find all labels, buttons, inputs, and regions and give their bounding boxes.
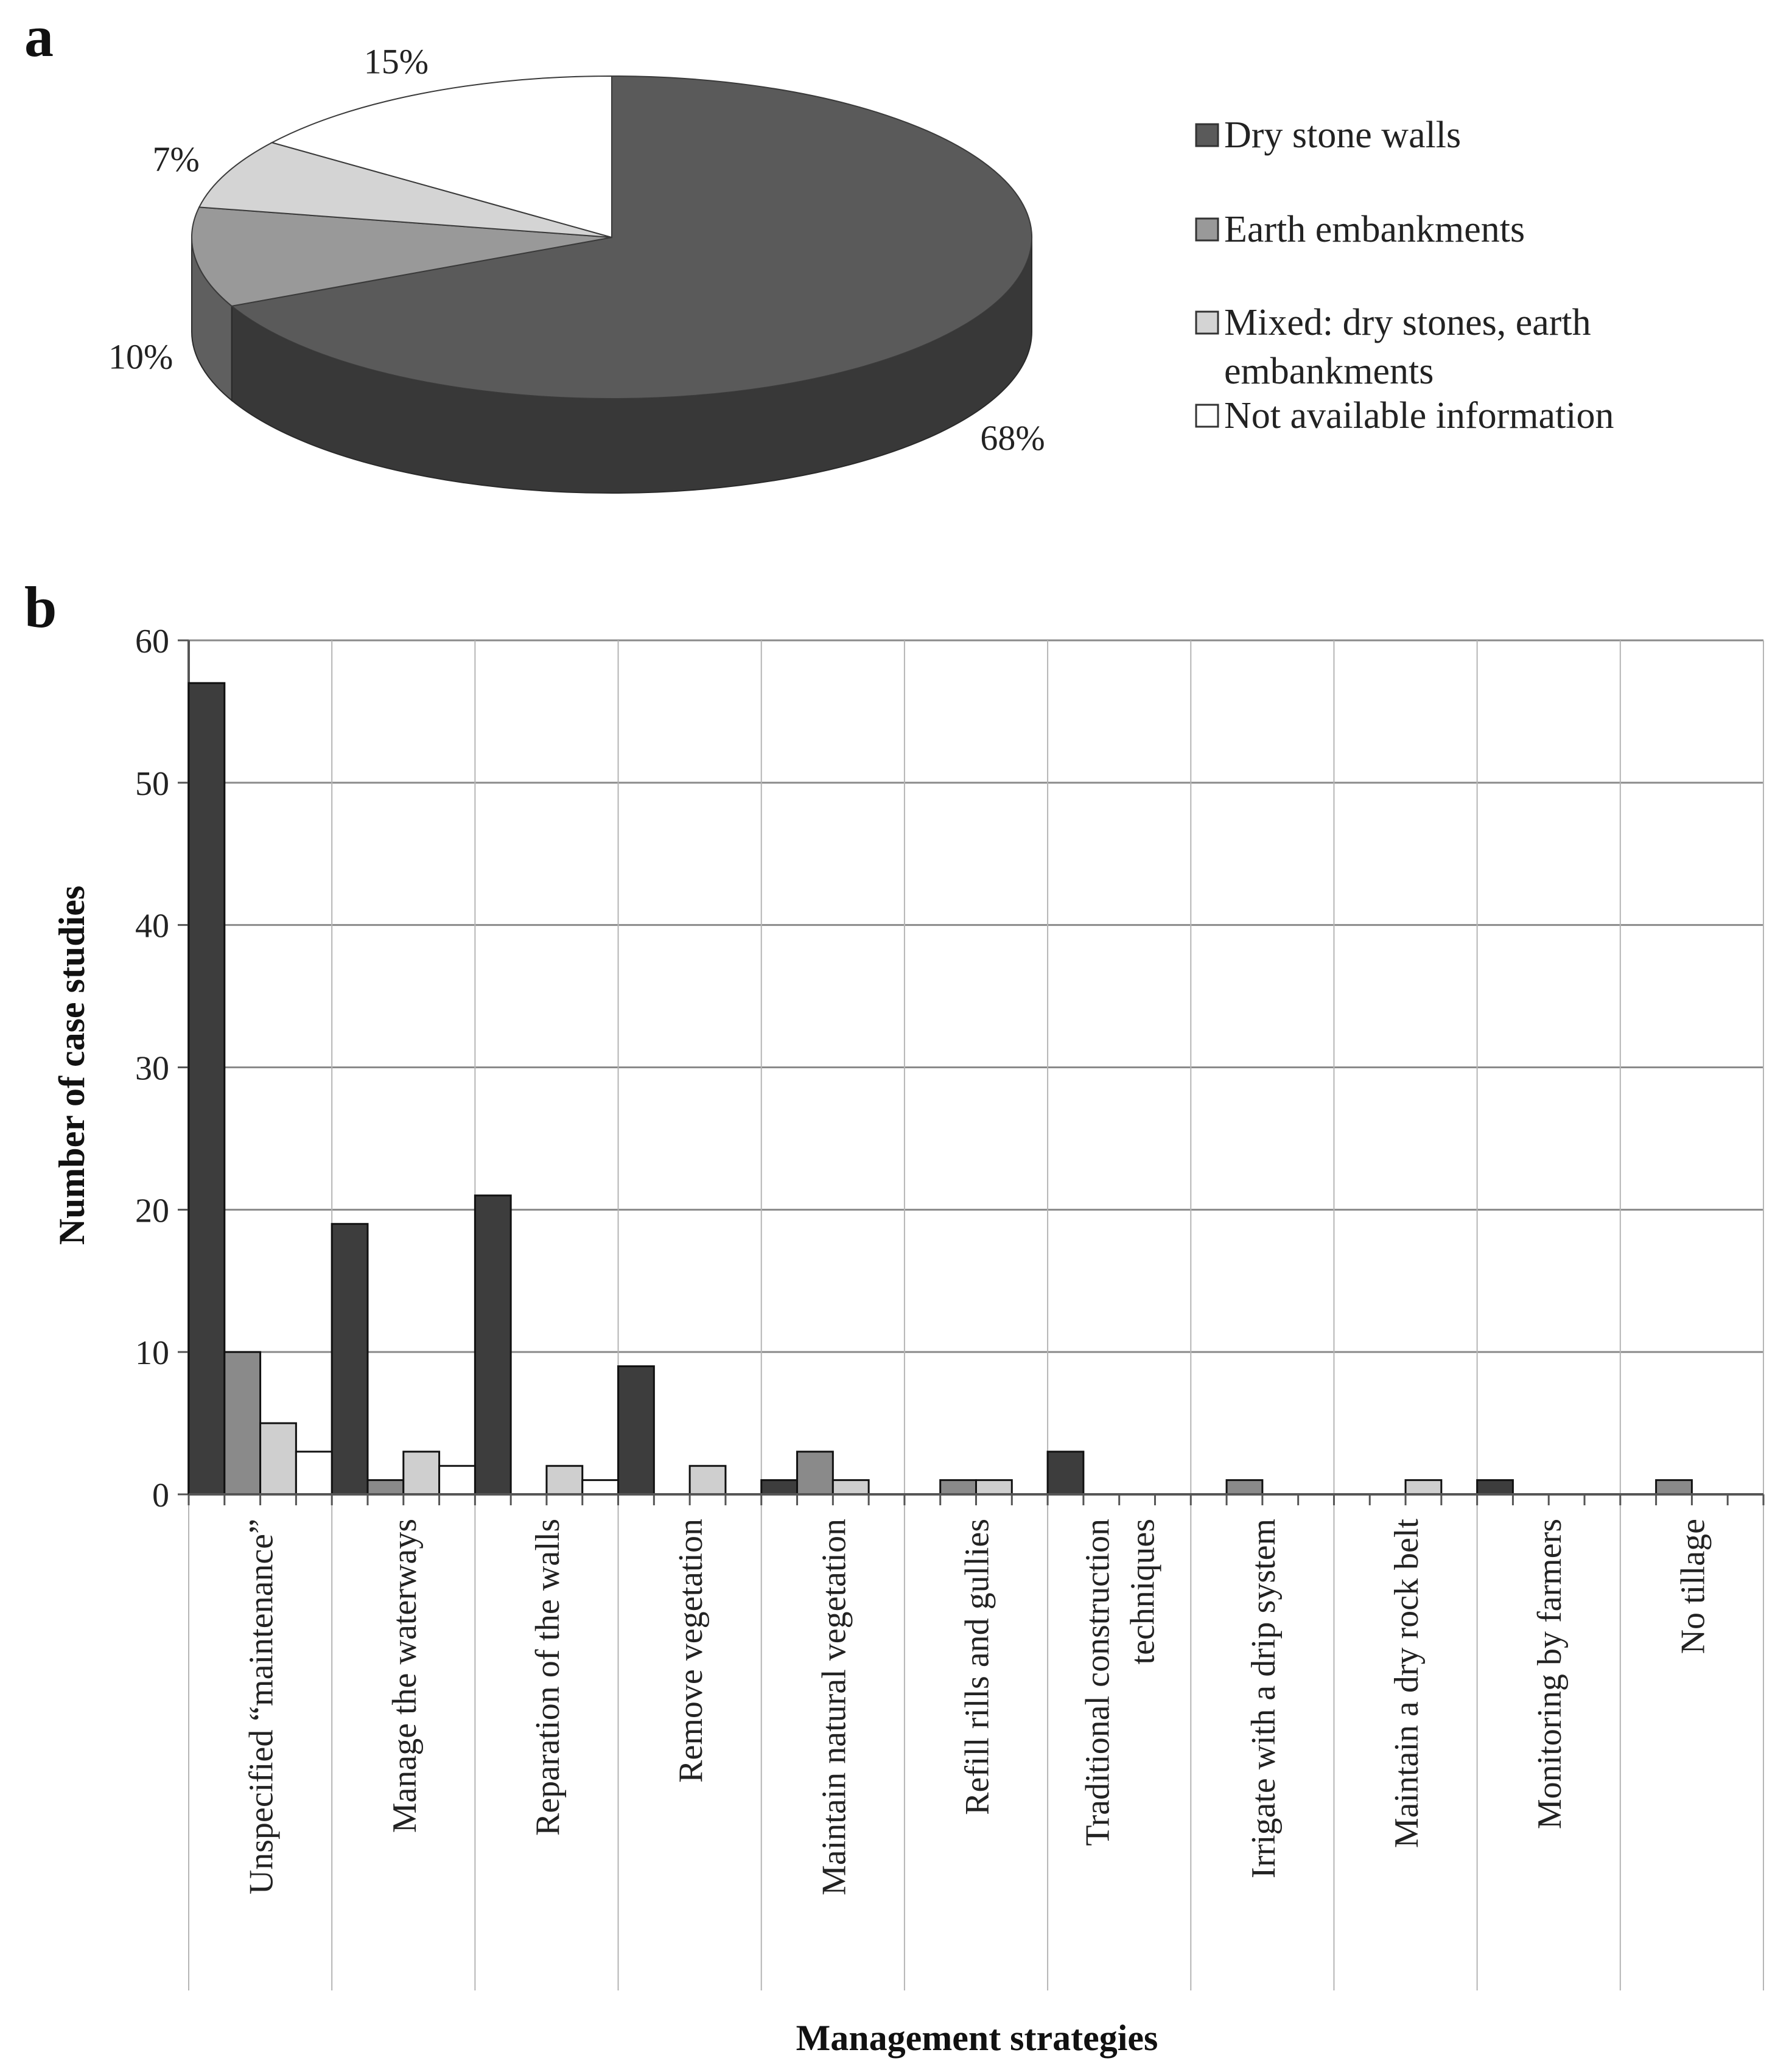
panel-label-a: a (24, 4, 54, 69)
pie-slice-1 (191, 206, 612, 307)
category-label-4: Maintain natural vegetation (815, 1519, 853, 1895)
ytick-label-50: 50 (135, 765, 169, 803)
x-axis-title: Management strategies (796, 2018, 1158, 2058)
ytick-label-40: 40 (135, 908, 169, 945)
category-label-6: techniques (1124, 1519, 1162, 1664)
category-label-1: Manage the waterways (386, 1519, 424, 1833)
legend-label-0: Dry stone walls (1224, 114, 1461, 156)
pie-value-label-2: 7% (152, 139, 199, 179)
bar-series-3-cat-0 (295, 1451, 333, 1496)
legend-swatch-2 (1195, 310, 1219, 335)
bar-series-1-cat-1 (366, 1479, 405, 1496)
pie-value-label-3: 15% (364, 41, 429, 81)
ytick-label-10: 10 (135, 1334, 169, 1372)
panel-label-b: b (24, 575, 57, 640)
bar-series-2-cat-3 (688, 1465, 727, 1496)
legend-label-3: Not available information (1224, 395, 1614, 436)
category-label-9: Monitoring by farmers (1531, 1519, 1569, 1829)
bar-series-1-cat-5 (939, 1479, 978, 1496)
legend-swatch-3 (1195, 404, 1219, 428)
pie-slice-0 (230, 75, 1032, 399)
legend-label-2: Mixed: dry stones, earth (1224, 302, 1591, 343)
pie-value-label-1: 10% (108, 337, 173, 377)
pie-slice-2 (198, 142, 612, 238)
legend-swatch-1 (1195, 217, 1219, 242)
bar-series-0-cat-0 (187, 682, 226, 1496)
bar-series-2-cat-4 (831, 1479, 870, 1496)
pie-value-label-0: 68% (980, 418, 1045, 458)
category-label-7: Irrigate with a drip system (1245, 1519, 1283, 1878)
bar-series-2-cat-2 (545, 1465, 584, 1496)
legend-swatch-0 (1195, 123, 1219, 147)
bar-series-2-cat-0 (259, 1422, 297, 1496)
legend-label-2: embankments (1224, 351, 1434, 392)
ytick-label-60: 60 (135, 623, 169, 660)
ytick-label-30: 30 (135, 1050, 169, 1088)
bar-series-2-cat-8 (1404, 1479, 1443, 1496)
bar-series-0-cat-1 (331, 1223, 369, 1496)
bar-chart: 0 10 20 30 40 50 60 Unspecified “maintenance” Ma… (52, 623, 1765, 2058)
legend-label-1: Earth embankments (1224, 209, 1525, 250)
category-label-8: Maintain a dry rock belt (1388, 1519, 1426, 1849)
category-label-5: Refill rills and gullies (959, 1519, 996, 1815)
category-label-10: No tillage (1674, 1519, 1712, 1654)
bar-series-1-cat-0 (223, 1351, 262, 1496)
bar-series-0-cat-9 (1476, 1479, 1514, 1496)
bar-series-2-cat-1 (402, 1451, 441, 1496)
bar-series-0-cat-2 (474, 1194, 512, 1496)
category-label-2: Reparation of the walls (529, 1519, 567, 1836)
pie-legend: Dry stone walls Earth embankments Mixed: d… (1195, 114, 1614, 436)
bar-series-1-cat-4 (796, 1451, 834, 1496)
category-label-3: Remove vegetation (672, 1519, 710, 1783)
bar-series-2-cat-5 (975, 1479, 1013, 1496)
category-label-6: Traditional construction (1079, 1519, 1117, 1846)
ytick-label-20: 20 (135, 1192, 169, 1230)
bar-series-0-cat-4 (760, 1479, 799, 1496)
bar-series-0-cat-6 (1046, 1451, 1085, 1496)
y-axis-title: Number of case studies (52, 886, 92, 1245)
pie-chart: 68% 10% 7% 15% (108, 41, 1045, 494)
bar-series-1-cat-10 (1655, 1479, 1693, 1496)
bar-series-3-cat-2 (581, 1479, 620, 1496)
category-label-0: Unspecified “maintenance” (243, 1519, 281, 1894)
bar-series-1-cat-7 (1225, 1479, 1264, 1496)
bar-series-0-cat-3 (617, 1365, 655, 1496)
bar-series-3-cat-1 (438, 1465, 476, 1496)
ytick-label-0: 0 (152, 1477, 169, 1514)
pie-slice-3 (270, 75, 612, 239)
